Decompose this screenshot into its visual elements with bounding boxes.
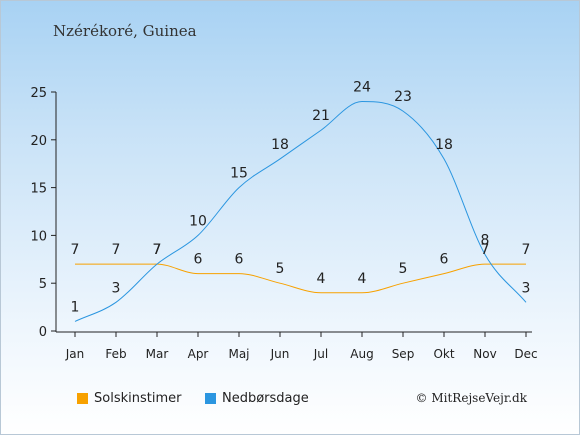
series-line-sun xyxy=(75,263,527,294)
data-label-sun: 4 xyxy=(358,271,367,287)
x-tick-label: Maj xyxy=(228,347,249,361)
data-label-rain: 3 xyxy=(112,280,121,296)
y-tick-label: 10 xyxy=(30,229,47,244)
data-label-sun: 6 xyxy=(235,252,244,268)
data-label-sun: 7 xyxy=(71,242,80,258)
data-label-rain: 18 xyxy=(271,137,289,153)
legend-swatch-sun xyxy=(77,393,88,404)
y-tick-label: 25 xyxy=(30,86,47,101)
data-label-sun: 6 xyxy=(194,252,203,268)
data-label-rain: 10 xyxy=(189,213,207,229)
y-tick-label: 20 xyxy=(30,134,47,149)
series-line-rain xyxy=(74,101,527,322)
data-label-sun: 7 xyxy=(112,242,121,258)
x-tick-label: Feb xyxy=(105,347,126,361)
y-tick-label: 5 xyxy=(39,277,47,292)
data-label-rain: 8 xyxy=(481,233,490,249)
data-label-rain: 1 xyxy=(71,299,80,315)
y-tick-label: 0 xyxy=(39,325,47,340)
data-label-sun: 7 xyxy=(481,242,490,258)
data-label-sun: 4 xyxy=(317,271,326,287)
data-label-rain: 3 xyxy=(522,280,531,296)
legend-item-sun: Solskinstimer xyxy=(77,391,181,406)
data-label-rain: 21 xyxy=(312,108,330,124)
chart-title: Nzérékoré, Guinea xyxy=(53,22,197,40)
x-tick-label: Sep xyxy=(392,347,415,361)
data-label-rain: 18 xyxy=(435,137,453,153)
data-label-sun: 5 xyxy=(399,261,408,277)
legend-item-rain: Nedbørsdage xyxy=(205,391,309,406)
data-label-sun: 7 xyxy=(153,242,162,258)
x-tick-label: Nov xyxy=(473,347,496,361)
x-tick-label: Apr xyxy=(188,347,209,361)
data-label-rain: 15 xyxy=(230,166,248,182)
credit-text: © MitRejseVejr.dk xyxy=(415,391,527,405)
x-tick-label: Mar xyxy=(146,347,169,361)
data-label-sun: 6 xyxy=(440,252,449,268)
data-label-rain: 24 xyxy=(353,80,371,96)
legend-swatch-rain xyxy=(205,393,216,404)
legend-label-sun: Solskinstimer xyxy=(94,391,182,406)
x-tick-label: Jun xyxy=(270,347,290,361)
x-tick-label: Jul xyxy=(313,347,328,361)
data-label-rain: 7 xyxy=(153,242,162,258)
legend-label-rain: Nedbørsdage xyxy=(222,391,309,406)
x-tick-label: Aug xyxy=(350,347,373,361)
x-tick-label: Okt xyxy=(433,347,454,361)
data-label-sun: 5 xyxy=(276,261,285,277)
y-tick-label: 15 xyxy=(30,182,47,197)
x-tick-label: Jan xyxy=(65,347,85,361)
data-label-rain: 23 xyxy=(394,89,412,105)
data-label-sun: 7 xyxy=(522,242,531,258)
x-tick-label: Dec xyxy=(514,347,537,361)
